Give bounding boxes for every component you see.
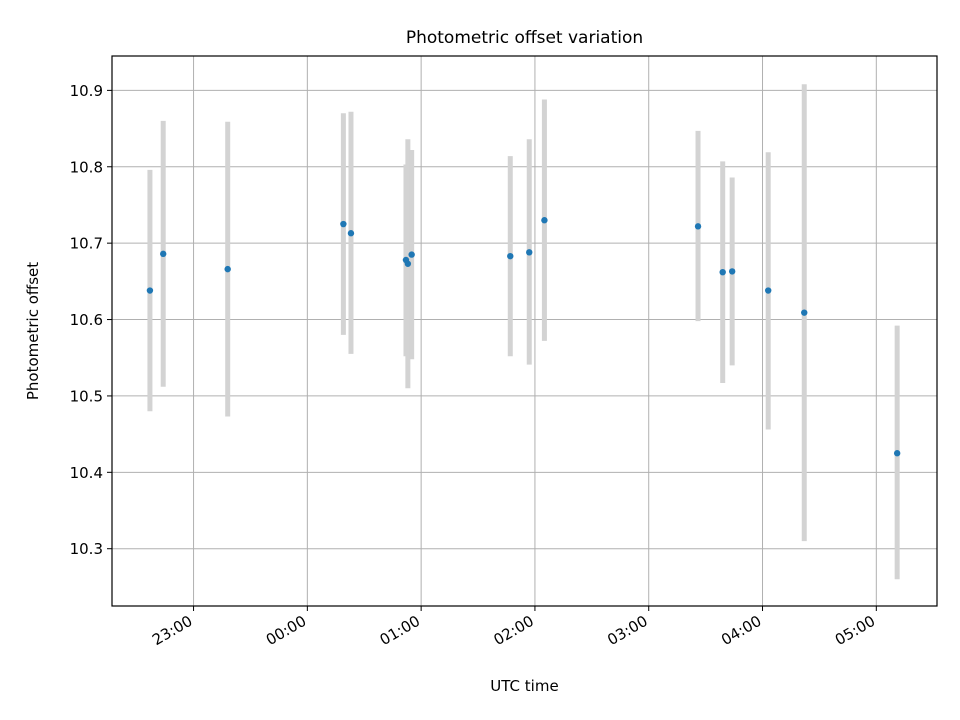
x-tick-label: 01:00 (377, 612, 423, 649)
x-axis-ticks: 23:00 00:00 01:00 02:00 03:00 04:00 05:00 (149, 606, 878, 649)
data-point (160, 250, 167, 258)
y-tick-label: 10.3 (70, 540, 103, 558)
x-tick-label: 04:00 (718, 612, 764, 649)
y-tick-label: 10.5 (70, 387, 103, 405)
data-point (541, 217, 548, 224)
data-point (224, 265, 231, 273)
x-tick-label: 05:00 (832, 612, 878, 649)
data-point (801, 309, 808, 316)
plot-area-frame (111, 55, 938, 607)
data-point (404, 260, 412, 267)
y-tick-label: 10.9 (70, 82, 103, 100)
x-tick-label: 00:00 (263, 612, 309, 649)
x-tick-label: 03:00 (604, 612, 650, 649)
data-point (408, 251, 415, 258)
y-tick-label: 10.8 (70, 158, 103, 176)
data-point (728, 268, 736, 275)
y-tick-label: 10.6 (70, 311, 103, 329)
error-bars (147, 84, 900, 580)
data-point (893, 450, 901, 457)
x-tick-label: 23:00 (149, 612, 195, 649)
y-axis-label: Photometric offset (24, 262, 42, 400)
y-tick-label: 10.7 (70, 235, 103, 253)
grid (112, 56, 937, 606)
data-point (507, 252, 514, 260)
data-point (340, 220, 347, 228)
data-point (146, 287, 154, 294)
data-point (719, 268, 726, 276)
data-point (347, 230, 355, 237)
x-tick-label: 02:00 (490, 612, 536, 649)
y-tick-label: 10.4 (70, 464, 103, 482)
y-axis-ticks: 10.3 10.4 10.5 10.6 10.7 10.8 10.9 (70, 82, 112, 558)
data-point (526, 249, 533, 256)
x-axis-label: UTC time (490, 677, 558, 695)
data-point (694, 223, 702, 230)
chart-title: Photometric offset variation (406, 28, 643, 48)
data-points (146, 217, 901, 457)
data-point (765, 287, 772, 294)
